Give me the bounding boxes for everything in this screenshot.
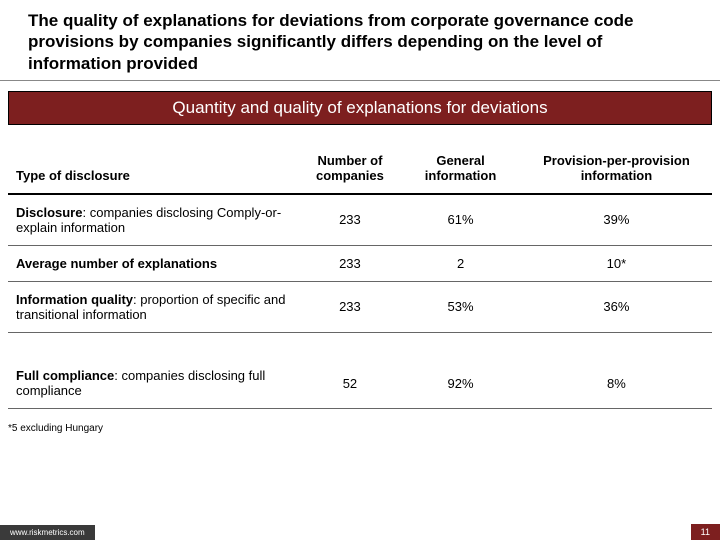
header-prov: Provision-per-provision information	[521, 143, 712, 194]
footer-url: www.riskmetrics.com	[0, 525, 95, 540]
footnote: *5 excluding Hungary	[8, 423, 712, 434]
disclosure-table: Type of disclosure Number of companies G…	[8, 143, 712, 410]
table-row: Average number of explanations 233 2 10*	[8, 245, 712, 281]
table-header-row: Type of disclosure Number of companies G…	[8, 143, 712, 194]
row-label-bold: Disclosure	[16, 205, 82, 220]
cell-num: 233	[300, 245, 401, 281]
footer: www.riskmetrics.com 11	[0, 520, 720, 540]
cell-num: 233	[300, 194, 401, 246]
table-row: Disclosure: companies disclosing Comply-…	[8, 194, 712, 246]
cell-prov: 36%	[521, 281, 712, 332]
header-gen: General information	[400, 143, 521, 194]
cell-num: 233	[300, 281, 401, 332]
table-row: Full compliance: companies disclosing fu…	[8, 358, 712, 409]
header-type: Type of disclosure	[8, 143, 300, 194]
page-title: The quality of explanations for deviatio…	[0, 0, 720, 81]
cell-prov: 10*	[521, 245, 712, 281]
cell-gen: 2	[400, 245, 521, 281]
row-label: Full compliance: companies disclosing fu…	[8, 358, 300, 409]
row-label-bold: Average number of explanations	[16, 256, 217, 271]
cell-num: 52	[300, 358, 401, 409]
cell-prov: 39%	[521, 194, 712, 246]
cell-gen: 53%	[400, 281, 521, 332]
table-row: Information quality: proportion of speci…	[8, 281, 712, 332]
cell-gen: 92%	[400, 358, 521, 409]
cell-prov: 8%	[521, 358, 712, 409]
table-gap-row	[8, 332, 712, 358]
section-banner: Quantity and quality of explanations for…	[8, 91, 712, 125]
row-label: Average number of explanations	[8, 245, 300, 281]
cell-gen: 61%	[400, 194, 521, 246]
footer-page-number: 11	[691, 524, 720, 540]
row-label-bold: Information quality	[16, 292, 133, 307]
row-label: Disclosure: companies disclosing Comply-…	[8, 194, 300, 246]
header-num: Number of companies	[300, 143, 401, 194]
row-label: Information quality: proportion of speci…	[8, 281, 300, 332]
row-label-bold: Full compliance	[16, 368, 114, 383]
